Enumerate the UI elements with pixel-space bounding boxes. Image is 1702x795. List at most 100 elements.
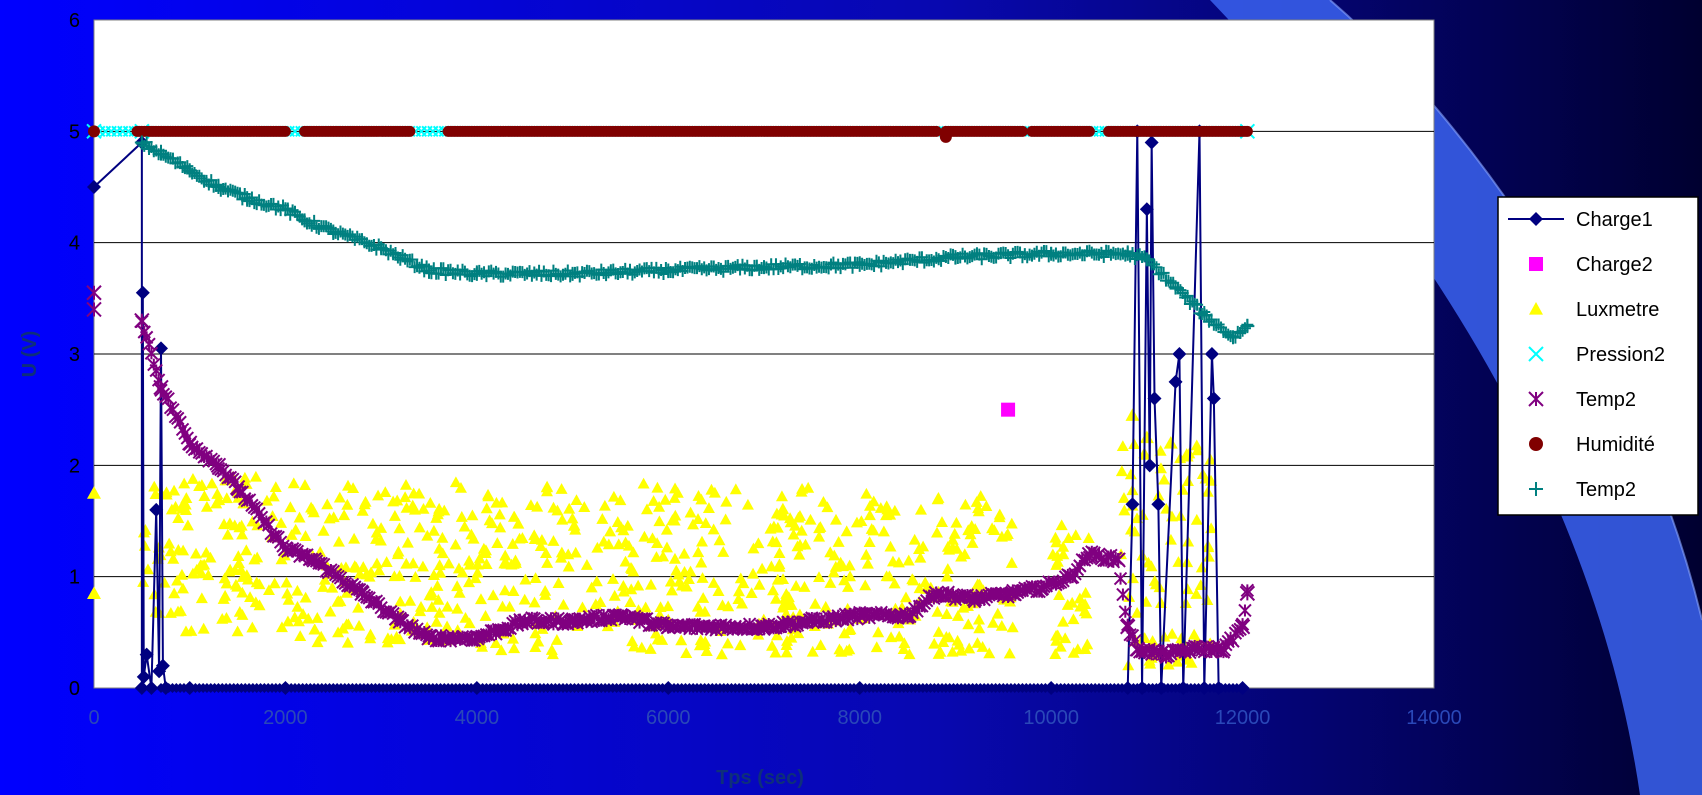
data-point xyxy=(218,518,231,530)
data-point xyxy=(1154,445,1167,456)
data-point xyxy=(482,488,495,500)
data-point xyxy=(699,517,712,529)
data-point xyxy=(299,591,312,603)
data-point xyxy=(995,619,1008,631)
data-point xyxy=(1125,497,1140,512)
legend-marker xyxy=(1529,437,1543,451)
data-point xyxy=(189,547,202,559)
data-point xyxy=(899,591,912,603)
data-point xyxy=(700,645,713,657)
data-point xyxy=(844,570,857,582)
data-point xyxy=(793,548,806,560)
data-point xyxy=(1062,568,1078,585)
data-point xyxy=(930,125,942,137)
data-point xyxy=(946,645,959,657)
data-point xyxy=(269,481,282,493)
data-point xyxy=(280,576,293,588)
data-point xyxy=(529,627,542,639)
data-point xyxy=(565,266,580,281)
data-point xyxy=(453,586,466,598)
data-point xyxy=(773,558,786,570)
data-point xyxy=(946,533,959,545)
data-point xyxy=(489,637,502,649)
x-tick-label: 2000 xyxy=(263,707,308,729)
data-point xyxy=(141,563,154,575)
data-point xyxy=(555,546,568,558)
data-point xyxy=(261,518,276,532)
data-point xyxy=(1117,492,1130,503)
data-point xyxy=(393,522,406,534)
data-point xyxy=(767,584,780,596)
legend-box xyxy=(1497,196,1699,516)
data-point xyxy=(250,576,263,588)
data-point xyxy=(1158,646,1174,663)
data-point xyxy=(745,587,758,599)
data-point xyxy=(888,577,901,589)
data-point xyxy=(770,592,783,604)
data-point xyxy=(792,627,805,639)
data-point xyxy=(326,224,341,239)
data-point xyxy=(432,593,445,605)
data-point xyxy=(211,488,224,499)
data-point xyxy=(342,479,355,491)
data-point xyxy=(563,502,576,514)
data-point xyxy=(721,637,734,649)
data-point xyxy=(782,591,795,603)
data-point xyxy=(1206,391,1221,406)
data-point xyxy=(487,589,500,601)
data-point xyxy=(914,503,927,515)
data-point xyxy=(962,618,975,630)
data-point xyxy=(917,540,930,552)
data-point xyxy=(363,570,376,582)
data-point xyxy=(777,598,790,610)
data-point xyxy=(602,538,615,550)
data-point xyxy=(177,544,190,556)
data-point xyxy=(1116,587,1130,602)
data-point xyxy=(1082,532,1095,544)
data-point xyxy=(370,557,383,569)
data-point xyxy=(197,622,210,634)
data-point xyxy=(231,580,244,592)
data-point xyxy=(507,632,520,644)
legend-label: Humidité xyxy=(1576,434,1655,456)
data-point xyxy=(317,581,330,592)
data-point xyxy=(282,593,295,605)
data-point xyxy=(695,535,708,547)
data-point xyxy=(400,557,413,569)
data-point xyxy=(311,612,324,623)
data-point xyxy=(88,125,100,138)
data-point xyxy=(939,130,952,143)
data-point xyxy=(1049,531,1062,543)
data-point xyxy=(719,513,732,525)
data-point xyxy=(1081,546,1098,563)
data-point xyxy=(163,537,176,549)
data-point xyxy=(1067,613,1080,625)
data-point xyxy=(741,498,754,510)
data-point xyxy=(870,641,883,653)
data-point xyxy=(771,573,784,585)
data-point xyxy=(699,635,712,647)
data-point xyxy=(499,549,512,561)
data-point xyxy=(806,645,819,657)
data-point xyxy=(1226,330,1240,345)
data-point xyxy=(972,613,985,625)
legend-label: Pression2 xyxy=(1576,344,1665,366)
data-point xyxy=(1016,125,1028,137)
data-point xyxy=(168,484,181,496)
data-point xyxy=(1162,658,1175,670)
data-point xyxy=(469,572,482,584)
data-point xyxy=(852,257,867,272)
data-point xyxy=(144,346,159,360)
data-point xyxy=(342,618,355,630)
legend-item: Luxmetre xyxy=(1529,299,1659,321)
data-point xyxy=(1197,681,1212,695)
data-point xyxy=(638,530,651,542)
data-point xyxy=(1120,619,1136,635)
data-point xyxy=(632,579,645,591)
data-point xyxy=(148,480,161,492)
data-point xyxy=(195,592,208,604)
data-point xyxy=(477,542,490,554)
data-point xyxy=(838,627,851,639)
data-point xyxy=(798,581,811,592)
data-point xyxy=(639,601,652,613)
